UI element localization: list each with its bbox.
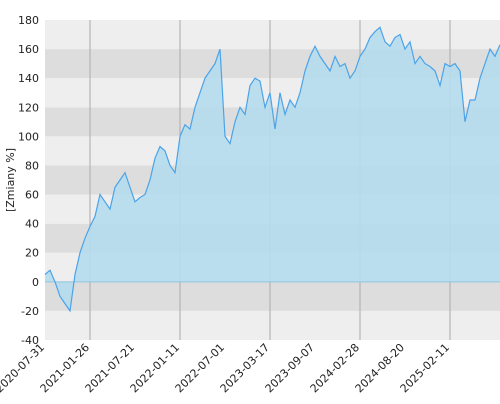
y-tick-label: 180 <box>18 14 39 27</box>
area <box>45 27 500 311</box>
line <box>44 26 500 313</box>
y-tick-label: 60 <box>25 189 39 202</box>
y-tick-label: -20 <box>21 305 39 318</box>
grid-band <box>45 310 500 340</box>
y-tick-label: 0 <box>32 276 39 289</box>
grid-band <box>45 20 500 50</box>
y-tick-label: 160 <box>18 43 39 56</box>
y-axis-label: [Zmiany %] <box>4 148 17 212</box>
grid-band <box>45 281 500 311</box>
y-tick-label: 140 <box>18 72 39 85</box>
y-tick-label: 100 <box>18 130 39 143</box>
y-tick-label: 120 <box>18 101 39 114</box>
y-tick-label: 20 <box>25 247 39 260</box>
y-tick-label: 40 <box>25 218 39 231</box>
y-tick-label: -40 <box>21 334 39 347</box>
y-tick-label: 80 <box>25 159 39 172</box>
